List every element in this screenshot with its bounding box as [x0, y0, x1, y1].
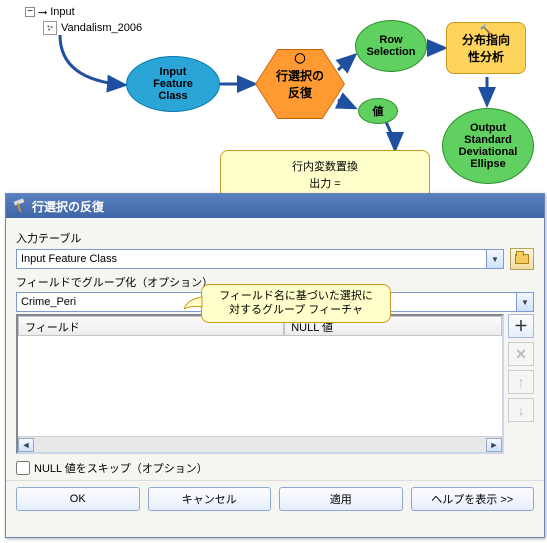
node-directional-distribution[interactable]: 🔨 分布指向 性分析 [446, 22, 526, 74]
model-tree: − ⟶ Input Vandalism_2006 [25, 5, 142, 35]
move-down-button[interactable]: ↓ [508, 398, 534, 422]
node-output-ellipse[interactable]: Output Standard Deviational Ellipse [442, 108, 534, 184]
move-up-button[interactable]: ↑ [508, 370, 534, 394]
tree-child-label: Vandalism_2006 [61, 22, 142, 34]
hammer-icon [12, 199, 26, 213]
ok-button[interactable]: OK [16, 487, 140, 511]
node-iterate-row-selection[interactable]: 行選択の 反復 ◯ [256, 50, 344, 118]
chevron-down-icon: ▼ [521, 298, 529, 307]
callout-line: フィールド名に基づいた選択に [208, 289, 384, 303]
browse-button[interactable] [510, 248, 534, 270]
help-button[interactable]: ヘルプを表示 >> [411, 487, 535, 511]
callout-line: 行内変数置換 [227, 159, 423, 176]
cancel-button[interactable]: キャンセル [148, 487, 272, 511]
callout-line: 出力 = [227, 176, 423, 193]
scroll-right[interactable]: ► [486, 438, 502, 452]
node-label: 分布指向 性分析 [462, 31, 510, 65]
skip-null-label: NULL 値をスキップ（オプション） [34, 460, 208, 476]
folder-icon [515, 254, 529, 264]
scroll-left[interactable]: ◄ [18, 438, 34, 452]
tree-root-label: Input [50, 6, 74, 18]
callout-line: 対するグループ フィーチャ [208, 303, 384, 317]
remove-button[interactable]: ✕ [508, 342, 534, 366]
node-label: 値 [373, 103, 384, 119]
callout-group-hint: フィールド名に基づいた選択に 対するグループ フィーチャ [201, 284, 391, 323]
node-input-feature-class[interactable]: Input Feature Class [126, 56, 220, 112]
dialog-titlebar[interactable]: 行選択の反復 [6, 194, 544, 218]
dialog-title: 行選択の反復 [32, 198, 104, 215]
fields-grid[interactable]: フィールド NULL 値 ◄ ► [16, 314, 504, 454]
input-table-field[interactable] [16, 249, 486, 269]
loop-icon: ◯ [294, 53, 305, 64]
dialog-iterate-row-selection: 行選択の反復 入力テーブル ▼ フィールドでグループ化（オプション） ▼ フィー… [5, 193, 545, 538]
collapse-icon[interactable]: − [25, 7, 35, 17]
apply-button[interactable]: 適用 [279, 487, 403, 511]
node-label: Input Feature Class [153, 66, 193, 102]
node-label: 行選択の 反復 [276, 67, 324, 101]
parameter-icon: ⟶ [39, 5, 46, 19]
input-table-dropdown[interactable]: ▼ [486, 249, 504, 269]
node-label: Row Selection [367, 34, 416, 58]
input-table-combo[interactable]: ▼ [16, 249, 504, 269]
input-table-label: 入力テーブル [16, 230, 534, 246]
group-by-dropdown[interactable]: ▼ [516, 292, 534, 312]
grid-body[interactable] [18, 336, 502, 436]
skip-null-checkbox[interactable] [16, 461, 30, 475]
h-scrollbar[interactable]: ◄ ► [18, 436, 502, 452]
chevron-down-icon: ▼ [491, 255, 499, 264]
add-button[interactable]: ＋ [508, 314, 534, 338]
node-label: Output Standard Deviational Ellipse [459, 122, 518, 170]
tree-child[interactable]: Vandalism_2006 [25, 19, 142, 35]
tool-icon: 🔨 [480, 25, 492, 36]
tree-root[interactable]: − ⟶ Input [25, 5, 142, 19]
feature-class-icon [43, 21, 57, 35]
node-value[interactable]: 値 [358, 98, 398, 124]
node-row-selection[interactable]: Row Selection [355, 20, 427, 72]
